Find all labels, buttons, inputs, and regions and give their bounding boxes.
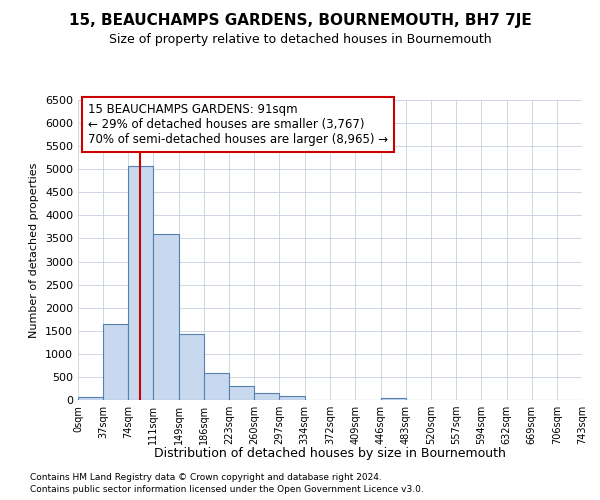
Bar: [179, 334, 204, 400]
Bar: [78, 398, 103, 400]
Bar: [380, 398, 406, 400]
Bar: [153, 234, 179, 400]
Text: 15, BEAUCHAMPS GARDENS, BOURNEMOUTH, BH7 7JE: 15, BEAUCHAMPS GARDENS, BOURNEMOUTH, BH7…: [68, 12, 532, 28]
Y-axis label: Number of detached properties: Number of detached properties: [29, 162, 40, 338]
Bar: [128, 166, 153, 400]
Text: Distribution of detached houses by size in Bournemouth: Distribution of detached houses by size …: [154, 448, 506, 460]
Bar: [103, 324, 128, 400]
Text: Contains HM Land Registry data © Crown copyright and database right 2024.: Contains HM Land Registry data © Crown c…: [30, 472, 382, 482]
Text: Size of property relative to detached houses in Bournemouth: Size of property relative to detached ho…: [109, 32, 491, 46]
Bar: [254, 393, 280, 400]
Text: 15 BEAUCHAMPS GARDENS: 91sqm
← 29% of detached houses are smaller (3,767)
70% of: 15 BEAUCHAMPS GARDENS: 91sqm ← 29% of de…: [88, 103, 388, 146]
Bar: [204, 373, 229, 400]
Text: Contains public sector information licensed under the Open Government Licence v3: Contains public sector information licen…: [30, 485, 424, 494]
Bar: [229, 386, 254, 400]
Bar: [280, 396, 305, 400]
